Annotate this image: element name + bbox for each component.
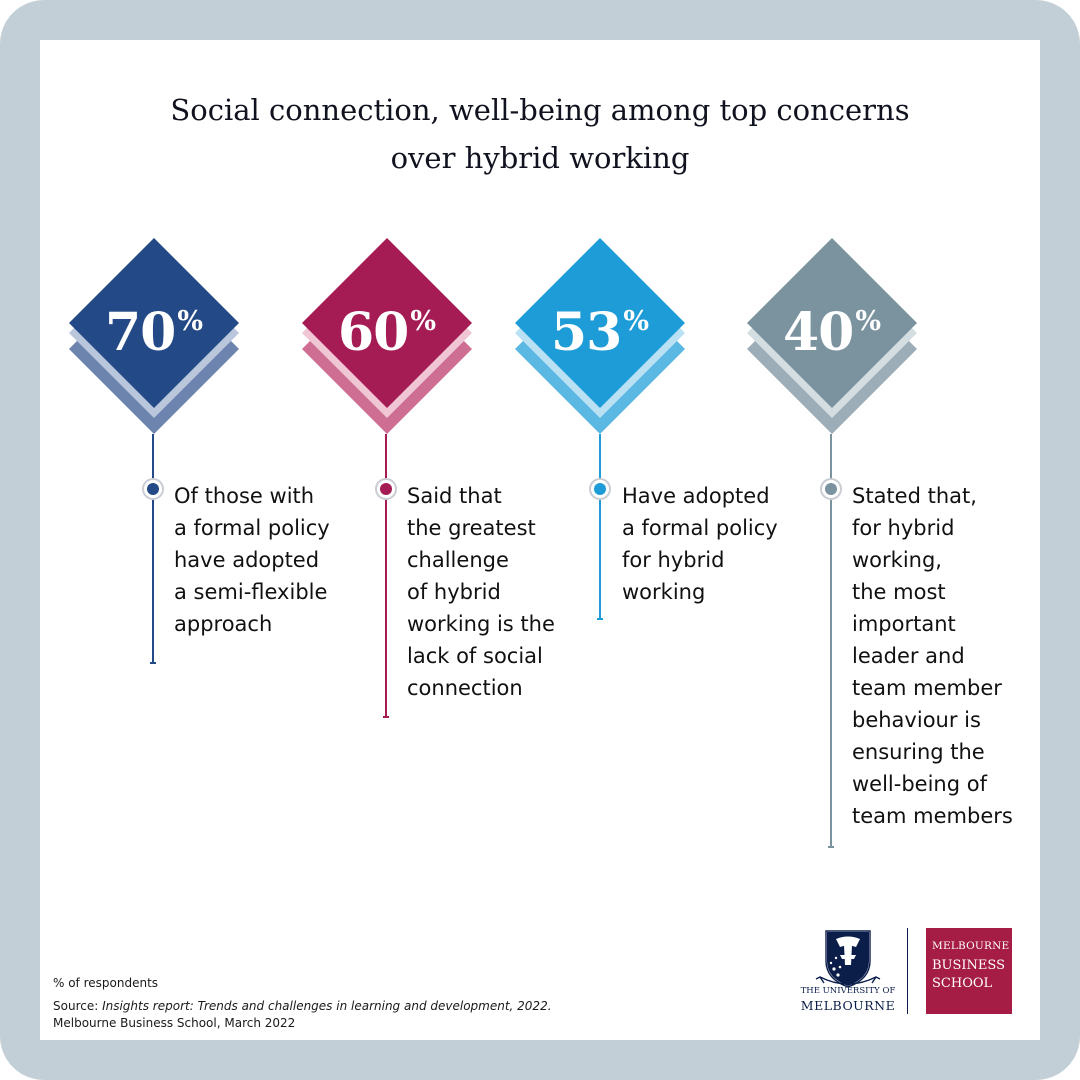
source-title: Insights report: Trends and challenges i…: [102, 999, 552, 1013]
description-line: for hybrid: [622, 548, 725, 572]
diamond-shape-icon: [69, 238, 239, 434]
description-line: behaviour is: [852, 708, 981, 732]
description-line: important: [852, 612, 956, 636]
infographic-card: [40, 40, 1040, 1040]
description-line: ensuring the: [852, 740, 985, 764]
mbs-logo-line-3: SCHOOL: [932, 976, 993, 991]
stat-description: Said that the greatest challenge of hybrid w…: [407, 480, 555, 704]
page-title: Social connection, well-being among top …: [80, 86, 1000, 182]
description-line: team member: [852, 676, 1002, 700]
description-line: Stated that,: [852, 484, 977, 508]
source-publisher: Melbourne Business School, March 2022: [53, 1016, 296, 1030]
connector-line: [597, 434, 603, 620]
description-line: team members: [852, 804, 1013, 828]
description-line: lack of social: [407, 644, 543, 668]
description-line: connection: [407, 676, 523, 700]
description-line: Of those with: [174, 484, 315, 508]
stat-value: 40%: [782, 302, 882, 363]
connector-line: [828, 434, 834, 848]
source-label: Source:: [53, 999, 103, 1013]
description-line: a formal policy: [622, 516, 778, 540]
description-line: a semi-flexible: [174, 580, 328, 604]
description-line: of hybrid: [407, 580, 501, 604]
description-line: approach: [174, 612, 273, 636]
description-line: working: [622, 580, 706, 604]
university-name-line-2: MELBOURNE: [800, 998, 896, 1013]
description-line: have adopted: [174, 548, 320, 572]
bullet-dot: [589, 478, 611, 500]
description-line: working is the: [407, 612, 555, 636]
description-line: the most: [852, 580, 946, 604]
stat-description: Of those with a formal policy have adopted…: [174, 480, 330, 640]
description-line: for hybrid: [852, 516, 955, 540]
diamond-shape-icon: [302, 238, 472, 434]
bullet-dot: [375, 478, 397, 500]
description-line: challenge: [407, 548, 509, 572]
logo-divider: [907, 928, 908, 1014]
description-line: well-being of: [852, 772, 987, 796]
stat-value: 53%: [550, 302, 650, 363]
source-citation: Source: Insights report: Trends and chal…: [53, 998, 552, 1032]
diamond-shape-icon: [747, 238, 917, 434]
mbs-logo-line-1: MELBOURNE: [932, 940, 1010, 952]
stat-description: Stated that, for hybrid working, the most im…: [852, 480, 1013, 832]
title-line-2: over hybrid working: [390, 141, 690, 175]
mbs-logo: MELBOURNE BUSINESS SCHOOL: [926, 928, 1012, 1014]
stat-value: 70%: [104, 302, 204, 363]
stat-description: Have adopted a formal policy for hybrid wor…: [622, 480, 778, 608]
connector-line: [383, 434, 389, 718]
description-line: working,: [852, 548, 942, 572]
bullet-dot: [820, 478, 842, 500]
connector-line: [150, 434, 156, 664]
description-line: the greatest: [407, 516, 536, 540]
description-line: Have adopted: [622, 484, 770, 508]
university-crest-icon: [815, 930, 881, 988]
diamond-shape-icon: [515, 238, 685, 434]
bullet-dot: [142, 478, 164, 500]
description-line: leader and: [852, 644, 965, 668]
description-line: Said that: [407, 484, 502, 508]
stat-value: 60%: [337, 302, 437, 363]
description-line: a formal policy: [174, 516, 330, 540]
mbs-logo-line-2: BUSINESS: [932, 958, 1005, 973]
footnote: % of respondents: [53, 976, 159, 990]
university-name-line-1: THE UNIVERSITY OF: [800, 986, 896, 996]
title-line-1: Social connection, well-being among top …: [170, 93, 910, 127]
